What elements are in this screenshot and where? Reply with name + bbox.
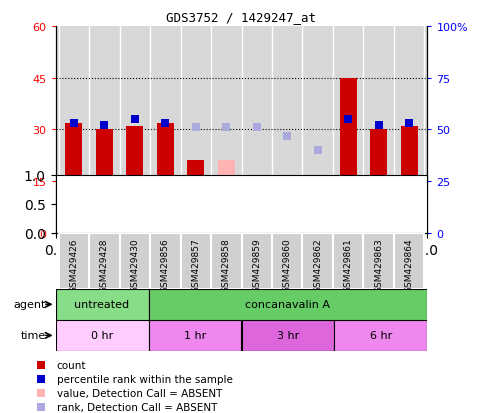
Text: 6 hr: 6 hr [370, 330, 392, 341]
Bar [394, 233, 425, 289]
Bar [56, 289, 149, 320]
Bar [187, 161, 204, 233]
Bar [56, 320, 149, 351]
Text: GSM429857: GSM429857 [191, 238, 200, 292]
Title: GDS3752 / 1429247_at: GDS3752 / 1429247_at [167, 11, 316, 24]
Bar [150, 233, 181, 289]
Bar [127, 127, 143, 233]
Bar [58, 233, 89, 289]
Text: GSM429859: GSM429859 [252, 238, 261, 292]
Bar [157, 123, 174, 233]
Text: GSM429858: GSM429858 [222, 238, 231, 292]
Bar [248, 178, 265, 233]
Bar [302, 233, 333, 289]
Bar [242, 233, 272, 289]
Bar [149, 289, 427, 320]
Text: GSM429861: GSM429861 [344, 238, 353, 292]
Bar [218, 161, 235, 233]
Bar [181, 233, 211, 289]
Text: 1 hr: 1 hr [184, 330, 206, 341]
Text: 0 hr: 0 hr [91, 330, 113, 341]
Bar [333, 233, 363, 289]
Text: GSM429863: GSM429863 [374, 238, 383, 292]
Text: GSM429430: GSM429430 [130, 238, 139, 292]
Text: agent: agent [14, 299, 46, 310]
Text: time: time [21, 330, 46, 341]
Text: GSM429428: GSM429428 [100, 238, 109, 292]
Text: GSM429426: GSM429426 [70, 238, 78, 292]
Text: untreated: untreated [74, 299, 129, 310]
Bar [272, 233, 302, 289]
Bar [279, 192, 296, 233]
Text: 3 hr: 3 hr [277, 330, 299, 341]
Bar [334, 320, 427, 351]
Text: percentile rank within the sample: percentile rank within the sample [57, 374, 232, 384]
Text: GSM429856: GSM429856 [161, 238, 170, 292]
Text: concanavalin A: concanavalin A [245, 299, 330, 310]
Bar [401, 127, 417, 233]
Bar [96, 130, 113, 233]
Bar [120, 233, 150, 289]
Bar [211, 233, 242, 289]
Bar [309, 216, 326, 233]
Text: GSM429860: GSM429860 [283, 238, 292, 292]
Text: value, Detection Call = ABSENT: value, Detection Call = ABSENT [57, 388, 222, 398]
Bar [66, 123, 82, 233]
Text: GSM429862: GSM429862 [313, 238, 322, 292]
Bar [149, 320, 242, 351]
Bar [340, 78, 356, 233]
Bar [242, 320, 334, 351]
Text: rank, Detection Call = ABSENT: rank, Detection Call = ABSENT [57, 402, 217, 412]
Bar [370, 130, 387, 233]
Bar [89, 233, 120, 289]
Bar [363, 233, 394, 289]
Text: count: count [57, 360, 86, 370]
Text: GSM429864: GSM429864 [405, 238, 413, 292]
